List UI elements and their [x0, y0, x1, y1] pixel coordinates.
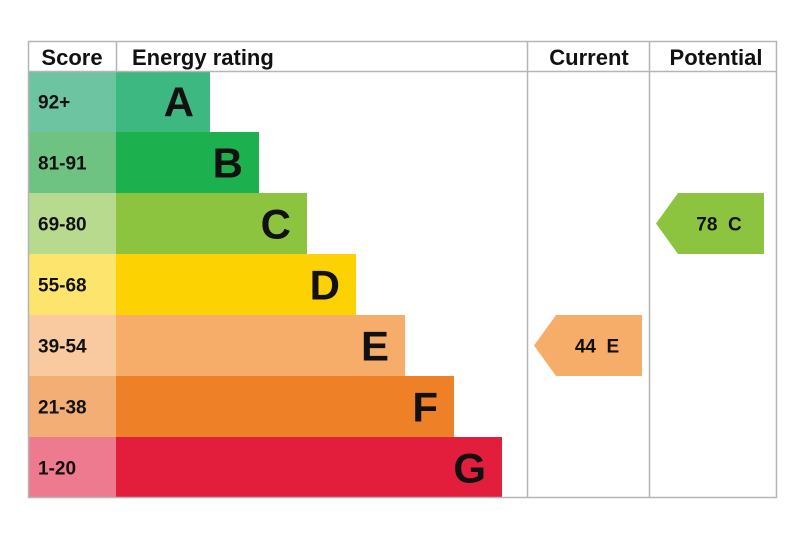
- band-bar-b: [116, 132, 259, 193]
- score-header: Score: [41, 45, 102, 70]
- current-rating-label: 44 E: [575, 337, 619, 358]
- table-border: [27, 40, 778, 499]
- score-range-a: 92+: [38, 93, 70, 114]
- band-letter-f: F: [412, 384, 438, 431]
- score-cell-a: [29, 71, 116, 132]
- potential-header: Potential: [670, 45, 763, 70]
- score-range-c: 69-80: [38, 215, 87, 236]
- band-letter-e: E: [361, 323, 389, 370]
- score-range-b: 81-91: [38, 154, 87, 175]
- band-bar-a: [116, 71, 210, 132]
- score-cell-f: [29, 376, 116, 437]
- score-cell-g: [29, 437, 116, 498]
- rating-arrows: 44 E 78 C: [534, 193, 764, 376]
- band-bar-c: [116, 193, 307, 254]
- score-cell-d: [29, 254, 116, 315]
- band-letter-c: C: [261, 201, 291, 248]
- table-grid: [27, 40, 778, 499]
- current-arrow: [534, 315, 642, 376]
- band-letter-g: G: [453, 445, 486, 492]
- band-letter-a: A: [164, 79, 194, 126]
- score-cell-b: [29, 132, 116, 193]
- current-header: Current: [549, 45, 629, 70]
- band-letter-d: D: [310, 262, 340, 309]
- band-bar-d: [116, 254, 356, 315]
- score-cell-e: [29, 315, 116, 376]
- score-range-g: 1-20: [38, 459, 76, 480]
- score-range-f: 21-38: [38, 398, 87, 419]
- rating-bands: 92+ A 81-91 B 69-80 C 55-68 D 39-54 E 21-38 F 1-20 G: [29, 71, 502, 498]
- score-range-e: 39-54: [38, 337, 87, 358]
- potential-arrow: [656, 193, 764, 254]
- potential-rating-label: 78 C: [696, 215, 742, 236]
- band-letter-b: B: [213, 140, 243, 187]
- score-range-d: 55-68: [38, 276, 87, 297]
- energy-rating-header: Energy rating: [132, 45, 274, 70]
- band-bar-g: [116, 437, 502, 498]
- score-cell-c: [29, 193, 116, 254]
- band-bar-e: [116, 315, 405, 376]
- band-bar-f: [116, 376, 454, 437]
